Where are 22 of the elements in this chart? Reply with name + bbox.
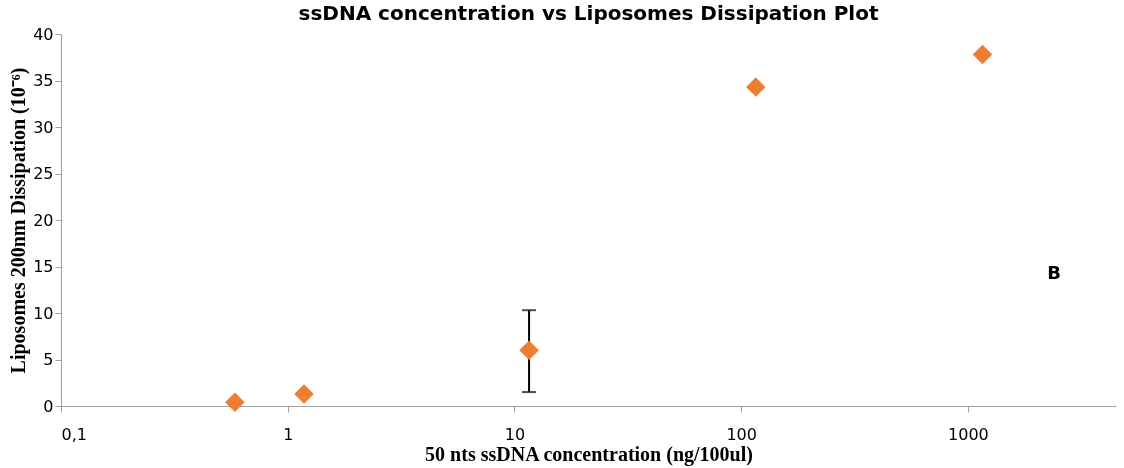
y-tick-label: 25 <box>33 164 54 183</box>
x-tick-label: 1000 <box>948 424 989 444</box>
y-tick-label: 0 <box>43 396 54 416</box>
point <box>746 77 766 97</box>
y-tick-label: 20 <box>33 210 54 230</box>
x-tick-label: 100 <box>726 424 757 444</box>
x-axis-title: 50 nts ssDNA concentration (ng/100ul) <box>425 442 753 466</box>
y-tick-label: 10 <box>33 303 54 323</box>
y-tick-label: 15 <box>33 257 54 276</box>
x-tick-label: 10 <box>504 424 526 444</box>
chart-title: ssDNA concentration vs Liposomes Dissipation Plot <box>298 1 879 25</box>
y-tick-label: 5 <box>43 350 54 369</box>
y-tick-label: 35 <box>33 71 54 90</box>
y-axis-title: Liposomes 200nm Dissipation (10⁻⁶) <box>7 67 31 374</box>
point <box>294 384 314 404</box>
point <box>519 340 539 360</box>
annotation: B <box>1047 262 1061 283</box>
y-tick-label: 40 <box>33 24 54 44</box>
x-tick-label: 1 <box>283 424 294 444</box>
point <box>972 44 993 65</box>
y-tick-label: 30 <box>33 117 54 137</box>
x-tick-label: 0,1 <box>61 424 87 444</box>
